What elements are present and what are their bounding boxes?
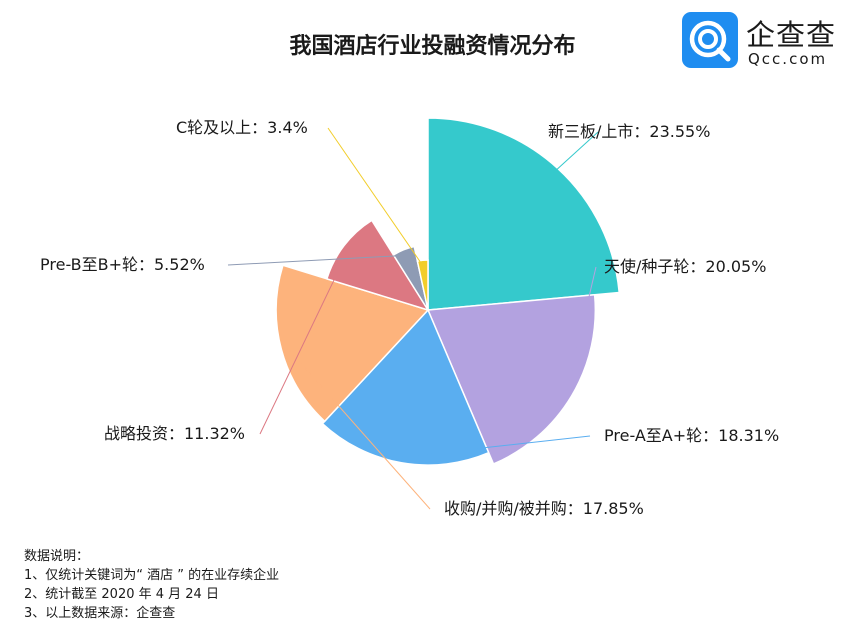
qcc-logo-sub: Qcc.com bbox=[748, 50, 828, 68]
rose-slice bbox=[325, 219, 430, 312]
rose-slice bbox=[416, 259, 429, 311]
slice-label: 天使/种子轮：20.05% bbox=[604, 257, 766, 276]
notes-heading: 数据说明： bbox=[24, 549, 90, 564]
rose-slice bbox=[275, 264, 430, 423]
qcc-logo-name: 企查查 bbox=[746, 18, 837, 52]
leader-line bbox=[402, 435, 591, 458]
leader-line bbox=[227, 254, 406, 266]
chart-title: 我国酒店行业投融资情况分布 bbox=[289, 34, 576, 59]
rose-slice bbox=[427, 117, 621, 311]
slice-label: Pre-B至B+轮：5.52% bbox=[40, 255, 205, 274]
qcc-logo: 企查查 Qcc.com bbox=[682, 12, 852, 70]
notes-line-1: 1、仅统计关键词为“ 酒店 ” 的在业存续企业 bbox=[24, 568, 280, 583]
slice-label: 收购/并购/被并购：17.85% bbox=[444, 499, 644, 518]
rose-slice bbox=[426, 293, 597, 465]
data-notes: 数据说明： 1、仅统计关键词为“ 酒店 ” 的在业存续企业 2、统计截至 202… bbox=[24, 547, 279, 623]
leader-line bbox=[327, 127, 424, 267]
leader-line bbox=[259, 248, 350, 435]
slice-label: 新三板/上市：23.55% bbox=[548, 122, 710, 141]
notes-line-3: 3、以上数据来源：企查查 bbox=[24, 606, 176, 621]
slice-label: 战略投资：11.32% bbox=[104, 424, 245, 443]
notes-line-2: 2、统计截至 2020 年 4 月 24 日 bbox=[24, 587, 219, 602]
leader-line bbox=[553, 131, 599, 173]
slice-label: Pre-A至A+轮：18.31% bbox=[604, 426, 779, 445]
slice-label: C轮及以上：3.4% bbox=[176, 118, 308, 137]
qcc-logo-icon bbox=[682, 12, 738, 68]
rose-slice bbox=[321, 308, 490, 466]
leader-line bbox=[286, 347, 431, 510]
leader-line bbox=[566, 266, 597, 393]
rose-slice bbox=[392, 245, 429, 311]
